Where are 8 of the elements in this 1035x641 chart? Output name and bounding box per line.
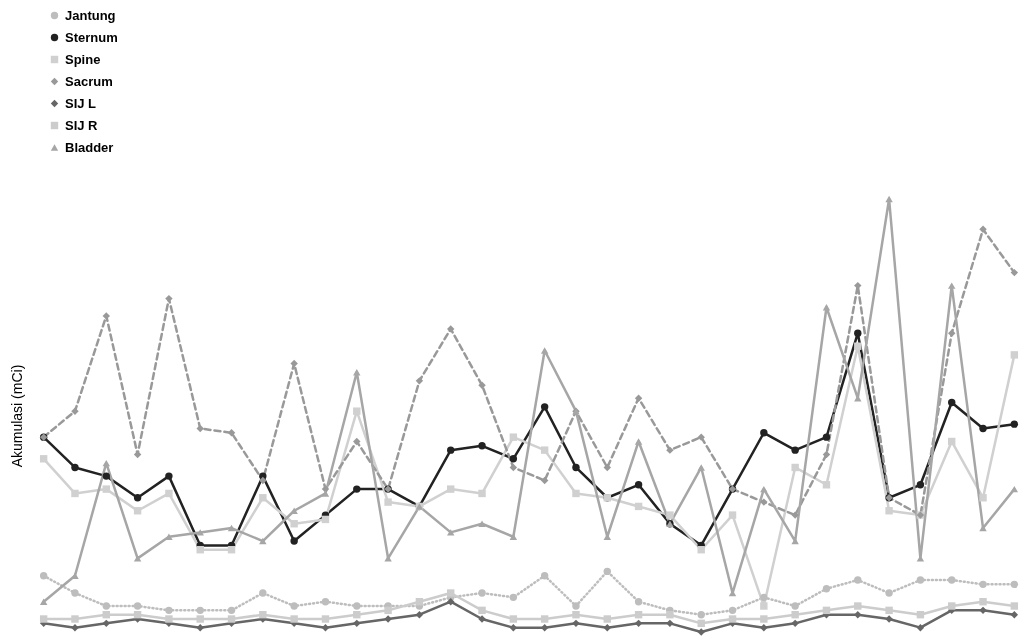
- y-axis-title: Akumulasi (mCi): [8, 364, 25, 468]
- legend-label: Jantung: [65, 7, 116, 23]
- legend-label: Bladder: [65, 139, 114, 155]
- legend-label: SIJ L: [65, 95, 97, 111]
- legend-label: Sacrum: [65, 73, 113, 89]
- legend-label: SIJ R: [65, 117, 99, 133]
- legend-label: Spine: [65, 51, 101, 67]
- legend-label: Sternum: [65, 29, 118, 45]
